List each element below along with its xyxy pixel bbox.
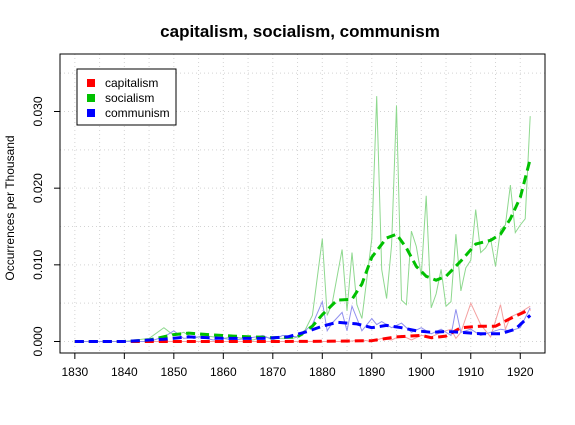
series-raw-socialism [74, 96, 531, 342]
y-axis-label: Occurrences per Thousand [3, 135, 17, 280]
smoothed-series [74, 158, 532, 343]
y-tick-label: 0.030 [31, 96, 45, 126]
x-tick-label: 1920 [507, 365, 534, 379]
raw-series [74, 96, 531, 343]
series-smoothed-communism [74, 314, 532, 343]
x-tick-label: 1900 [408, 365, 435, 379]
chart-title: capitalism, socialism, communism [160, 22, 440, 41]
x-tick-label: 1890 [358, 365, 385, 379]
x-tick-label: 1830 [61, 365, 88, 379]
legend-swatch-communism [87, 109, 95, 117]
x-tick-label: 1840 [111, 365, 138, 379]
x-tick-label: 1880 [309, 365, 336, 379]
series-smoothed-capitalism [74, 307, 531, 343]
series-raw-communism [74, 299, 531, 342]
x-tick-label: 1870 [259, 365, 286, 379]
series-smoothed-socialism [74, 158, 532, 343]
legend-swatch-socialism [87, 94, 95, 102]
x-tick-label: 1860 [210, 365, 237, 379]
x-tick-label: 1850 [160, 365, 187, 379]
legend-label-communism: communism [105, 106, 170, 120]
legend-label-socialism: socialism [105, 91, 154, 105]
legend-label-capitalism: capitalism [105, 76, 158, 90]
y-tick-label: 0.000 [31, 326, 45, 356]
x-tick-label: 1910 [457, 365, 484, 379]
y-tick-label: 0.010 [31, 249, 45, 279]
y-tick-label: 0.020 [31, 173, 45, 203]
legend-swatch-capitalism [87, 79, 95, 87]
axes: 1830 1840 1850 1860 1870 1880 1890 1900 1910 1920… [31, 96, 534, 379]
